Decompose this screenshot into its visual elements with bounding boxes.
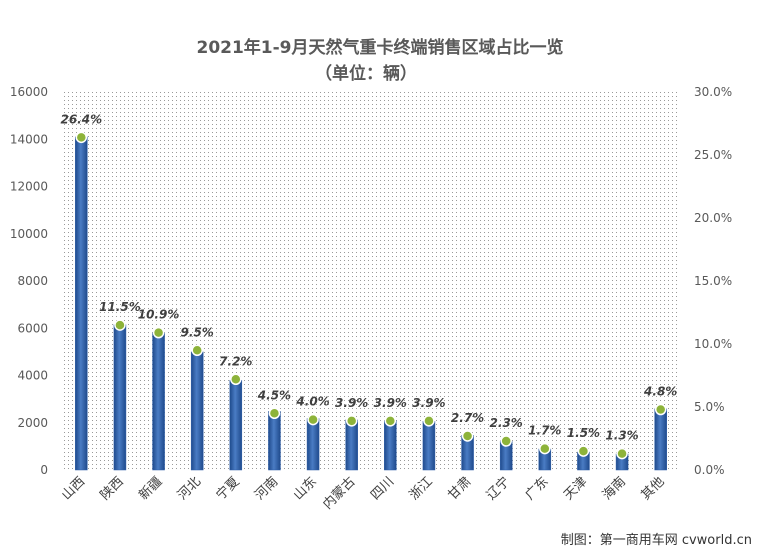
data-label: 4.5% (257, 388, 291, 402)
y2-tick-label: 5.0% (694, 400, 725, 414)
percent-marker (152, 326, 165, 339)
percent-marker (654, 403, 667, 416)
bar (113, 324, 127, 471)
x-tick-label: 内蒙古 (320, 474, 359, 513)
x-tick-label: 广东 (523, 474, 552, 503)
data-label: 4.8% (643, 385, 677, 399)
y2-tick-label: 25.0% (694, 148, 732, 162)
data-label: 10.9% (138, 308, 180, 322)
y-tick-label: 16000 (10, 85, 48, 99)
x-tick-label: 陕西 (98, 474, 127, 503)
data-label: 11.5% (99, 300, 141, 314)
x-tick-label: 宁夏 (213, 474, 243, 504)
data-label: 9.5% (181, 325, 214, 339)
data-label: 2.3% (490, 416, 523, 430)
y-tick-label: 10000 (10, 227, 48, 241)
percent-marker (345, 415, 358, 427)
y-tick-label: 2000 (17, 416, 48, 430)
percent-marker (75, 131, 88, 144)
percent-marker (616, 447, 628, 460)
percent-marker (191, 344, 203, 357)
data-label: 1.7% (528, 424, 561, 438)
data-label: 1.3% (605, 429, 638, 443)
data-label: 4.0% (295, 395, 329, 409)
data-label: 3.9% (412, 396, 445, 410)
data-label: 3.9% (374, 396, 407, 410)
x-tick-label: 浙江 (407, 474, 436, 503)
bar (75, 136, 88, 471)
bar (384, 420, 397, 471)
percent-marker (423, 415, 435, 427)
x-tick-label: 海南 (599, 474, 629, 504)
bar (345, 419, 358, 471)
data-label: 1.5% (567, 426, 600, 440)
percent-marker (307, 413, 319, 426)
y-tick-label: 0 (40, 463, 48, 477)
y2-tick-label: 20.0% (694, 211, 732, 225)
percent-marker (577, 445, 590, 457)
bar (190, 351, 204, 471)
x-tick-label: 河南 (252, 474, 282, 504)
chart-credit: 制图：第一商用车网 cvworld.cn (561, 532, 752, 548)
bar (306, 418, 320, 471)
y2-tick-label: 10.0% (694, 337, 732, 351)
data-label: 2.7% (451, 411, 484, 425)
bar (422, 421, 436, 471)
percent-marker (384, 415, 397, 427)
percent-marker (268, 407, 281, 420)
y2-tick-label: 0.0% (694, 463, 725, 477)
x-tick-label: 新疆 (136, 474, 166, 504)
percent-marker (230, 373, 242, 386)
x-tick-label: 天津 (561, 474, 590, 503)
y-tick-label: 12000 (10, 180, 48, 194)
bar (229, 379, 243, 471)
percent-marker (114, 319, 126, 331)
y-tick-label: 4000 (17, 369, 48, 383)
x-tick-label: 四川 (368, 474, 397, 503)
x-tick-label: 辽宁 (483, 474, 513, 504)
bar (152, 332, 165, 471)
bar (268, 411, 281, 471)
y-tick-label: 14000 (10, 132, 48, 146)
y-tick-label: 8000 (17, 274, 48, 288)
y-tick-label: 6000 (17, 321, 48, 335)
x-tick-label: 山东 (291, 474, 320, 503)
y2-tick-label: 15.0% (694, 274, 732, 288)
y2-tick-label: 30.0% (694, 85, 732, 99)
percent-marker (539, 442, 551, 455)
data-label: 7.2% (219, 354, 252, 368)
percent-marker (461, 430, 474, 442)
bar (654, 408, 667, 471)
x-tick-label: 河北 (175, 474, 204, 503)
percent-marker (500, 435, 512, 447)
data-label: 26.4% (60, 112, 102, 126)
x-tick-label: 其他 (639, 474, 668, 503)
chart-subtitle: （单位：辆） (315, 63, 417, 84)
plot-background (62, 92, 680, 470)
x-tick-label: 山西 (59, 474, 88, 503)
chart-title: 2021年1-9月天然气重卡终端销售区域占比一览 (196, 37, 563, 58)
x-tick-label: 甘肃 (445, 474, 474, 503)
data-label: 3.9% (335, 396, 368, 410)
